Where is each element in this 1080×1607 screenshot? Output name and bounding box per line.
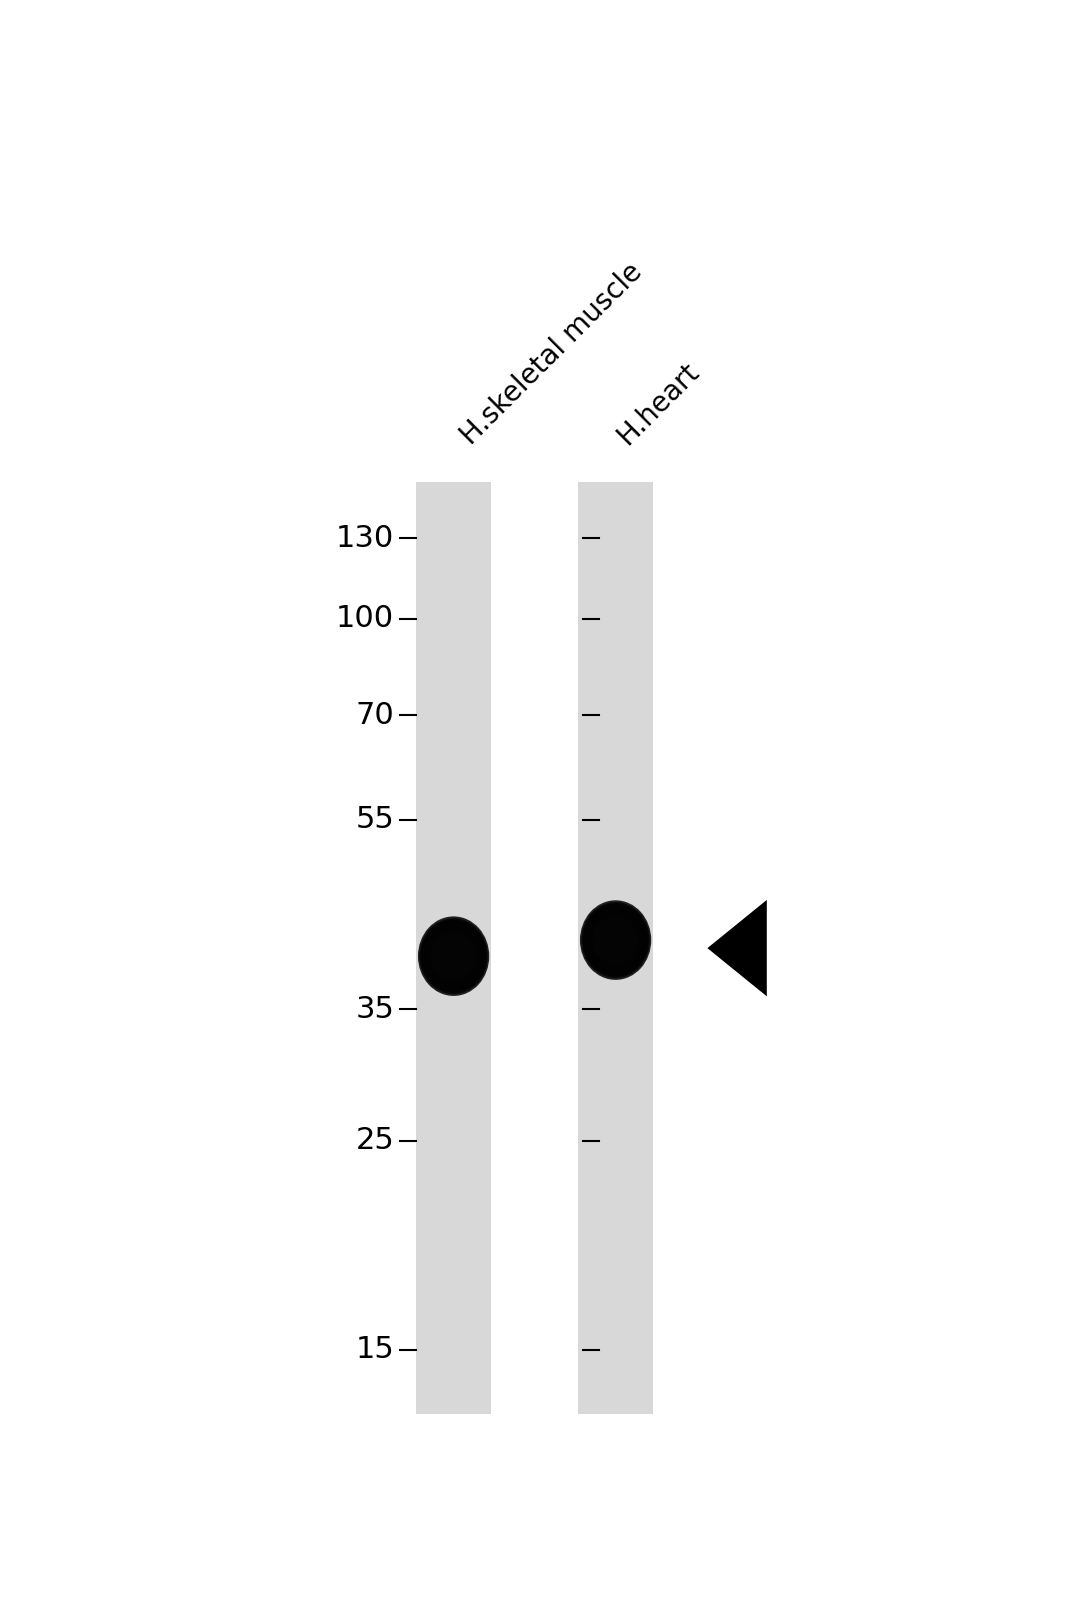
Ellipse shape: [438, 942, 469, 971]
Text: 25: 25: [355, 1127, 394, 1155]
Ellipse shape: [589, 911, 643, 969]
Ellipse shape: [580, 900, 651, 980]
Ellipse shape: [433, 935, 474, 977]
Ellipse shape: [596, 921, 635, 959]
Ellipse shape: [588, 910, 644, 971]
Ellipse shape: [592, 914, 639, 966]
Ellipse shape: [597, 922, 633, 958]
Ellipse shape: [430, 930, 477, 982]
Text: 35: 35: [355, 995, 394, 1024]
Ellipse shape: [442, 945, 465, 967]
Ellipse shape: [599, 924, 632, 956]
Ellipse shape: [603, 927, 629, 953]
Ellipse shape: [419, 918, 488, 995]
Ellipse shape: [423, 924, 483, 988]
Ellipse shape: [591, 913, 640, 967]
Ellipse shape: [583, 903, 648, 975]
Ellipse shape: [441, 943, 467, 969]
Ellipse shape: [593, 916, 638, 964]
Ellipse shape: [584, 906, 647, 974]
Text: 70: 70: [355, 701, 394, 730]
Ellipse shape: [429, 929, 478, 983]
Polygon shape: [707, 900, 767, 996]
Ellipse shape: [426, 926, 482, 987]
Ellipse shape: [422, 922, 485, 990]
Text: 55: 55: [355, 805, 394, 834]
Ellipse shape: [437, 940, 470, 972]
Ellipse shape: [427, 927, 481, 985]
Ellipse shape: [604, 929, 627, 951]
Ellipse shape: [435, 938, 471, 974]
Text: H.heart: H.heart: [612, 357, 705, 450]
Ellipse shape: [418, 916, 489, 996]
Ellipse shape: [581, 902, 650, 979]
FancyBboxPatch shape: [578, 482, 653, 1414]
Ellipse shape: [434, 937, 473, 975]
Ellipse shape: [431, 932, 476, 980]
Ellipse shape: [595, 919, 636, 961]
Text: H.skeletal muscle: H.skeletal muscle: [456, 257, 648, 450]
Ellipse shape: [585, 908, 646, 972]
Text: 100: 100: [336, 604, 394, 633]
Ellipse shape: [421, 919, 486, 992]
Ellipse shape: [600, 926, 631, 955]
Text: 15: 15: [355, 1335, 394, 1364]
Text: 130: 130: [336, 524, 394, 553]
FancyBboxPatch shape: [416, 482, 491, 1414]
